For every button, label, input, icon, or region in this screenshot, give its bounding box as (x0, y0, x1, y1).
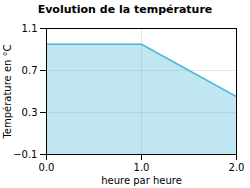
svg-text:1.0: 1.0 (134, 162, 150, 173)
html-text:Evolution de la température: Evolution de la température (37, 3, 213, 16)
svg-text:0.7: 0.7 (22, 65, 38, 76)
svg-text:0.0: 0.0 (39, 162, 55, 173)
svg-text:0.3: 0.3 (22, 107, 38, 118)
svg-text:−0.1: −0.1 (13, 149, 37, 160)
svg-text:1.1: 1.1 (22, 23, 38, 34)
svg-text:Température en °C: Température en °C (2, 44, 13, 139)
svg-text:2.0: 2.0 (229, 162, 245, 173)
svg-text:heure par heure: heure par heure (101, 175, 182, 186)
